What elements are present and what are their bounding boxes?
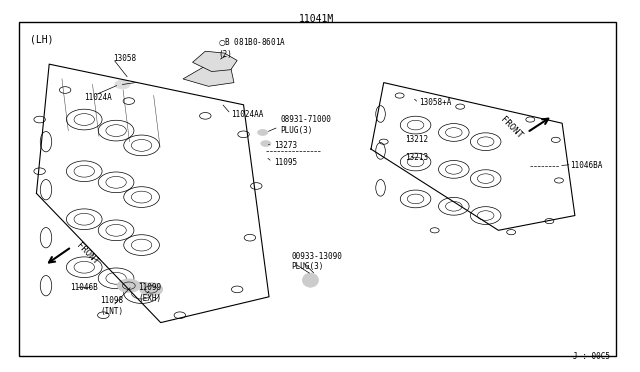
Circle shape: [257, 129, 268, 135]
Text: 13058: 13058: [113, 54, 136, 63]
Text: 11024AA: 11024AA: [231, 109, 263, 119]
Circle shape: [260, 141, 271, 147]
Text: FRONT: FRONT: [499, 115, 524, 141]
Text: 11046BA: 11046BA: [570, 161, 603, 170]
Text: J : 00C5: J : 00C5: [573, 352, 610, 361]
Text: 11024A: 11024A: [84, 93, 112, 102]
Text: 00933-13090
PLUG(3): 00933-13090 PLUG(3): [291, 252, 342, 272]
Polygon shape: [193, 51, 237, 71]
Circle shape: [140, 283, 163, 296]
Text: 11041M: 11041M: [299, 14, 335, 24]
Text: $\bigcirc$B 081B0-8601A
(2): $\bigcirc$B 081B0-8601A (2): [218, 36, 286, 59]
Text: 13058+A: 13058+A: [419, 99, 451, 108]
Text: 13212: 13212: [404, 135, 428, 144]
Text: 08931-71000
PLUG(3): 08931-71000 PLUG(3): [280, 115, 332, 135]
Polygon shape: [183, 64, 234, 86]
Text: 11046B: 11046B: [70, 283, 98, 292]
Circle shape: [117, 279, 140, 292]
Text: FRONT: FRONT: [75, 241, 100, 266]
Text: 11099
(EXH): 11099 (EXH): [138, 283, 161, 303]
Text: 13213: 13213: [404, 153, 428, 162]
Text: 11098
(INT): 11098 (INT): [100, 296, 124, 316]
Text: (LH): (LH): [30, 35, 54, 45]
Text: 11095: 11095: [274, 157, 297, 167]
Ellipse shape: [303, 273, 319, 287]
Circle shape: [115, 80, 130, 89]
Text: 13273: 13273: [274, 141, 297, 150]
